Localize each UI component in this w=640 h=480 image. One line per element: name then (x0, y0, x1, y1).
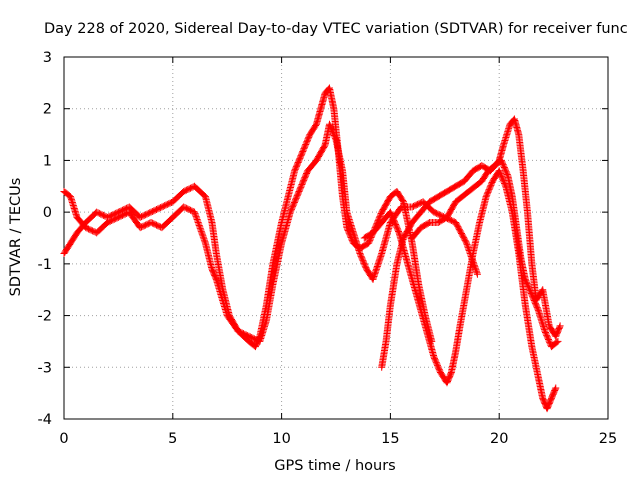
data-points (60, 84, 564, 413)
data-point (463, 239, 471, 247)
data-point (197, 227, 205, 235)
data-point (556, 322, 564, 330)
data-point (199, 232, 207, 240)
y-tick-label: 3 (43, 50, 52, 66)
y-axis-label: SDTVAR / TECUs (8, 178, 24, 297)
data-point (198, 230, 206, 238)
chart-title: Day 228 of 2020, Sidereal Day-to-day VTE… (44, 21, 628, 37)
data-point (503, 171, 511, 179)
series-5 (408, 156, 562, 351)
series-4 (360, 167, 560, 413)
axis-ticks: 0 5 10 15 20 25 -4 -3 -2 -1 0 1 2 3 (38, 50, 618, 447)
data-point (196, 224, 204, 232)
data-point (195, 220, 203, 228)
data-point (191, 210, 199, 218)
plot-frame (63, 56, 609, 420)
x-tick-label: 10 (272, 431, 290, 447)
data-point (473, 270, 481, 278)
grid-lines (64, 57, 608, 419)
data-point (472, 266, 480, 274)
y-tick-label: 1 (43, 153, 52, 169)
data-point (551, 385, 559, 393)
data-point (199, 233, 207, 241)
data-point (200, 235, 208, 243)
x-tick-label: 25 (599, 431, 617, 447)
y-tick-label: 0 (43, 205, 52, 221)
data-point (471, 263, 479, 271)
data-point (553, 338, 561, 346)
data-point (464, 242, 472, 250)
data-point (554, 337, 562, 345)
data-point (192, 211, 200, 219)
data-point (472, 267, 480, 275)
data-point (193, 216, 201, 224)
data-point (534, 305, 542, 313)
x-tick-label: 20 (490, 431, 508, 447)
data-point (471, 264, 479, 272)
y-tick-label: -2 (38, 309, 52, 325)
data-point (462, 238, 470, 246)
y-tick-label: -3 (38, 360, 52, 376)
series-3 (378, 115, 564, 371)
x-tick-label: 5 (168, 431, 177, 447)
data-point (464, 244, 472, 252)
data-point (552, 384, 560, 392)
data-point (197, 226, 205, 234)
data-point (192, 213, 200, 221)
y-tick-label: -1 (38, 257, 52, 273)
data-point (473, 269, 481, 277)
data-point (198, 229, 206, 237)
data-point (196, 223, 204, 231)
data-point (556, 323, 564, 331)
data-point (193, 214, 201, 222)
data-point (195, 221, 203, 229)
data-point (200, 236, 208, 244)
x-axis-label: GPS time / hours (274, 458, 395, 474)
data-point (191, 208, 199, 216)
x-tick-label: 0 (59, 431, 68, 447)
data-point (201, 238, 209, 246)
data-point (395, 227, 403, 235)
data-point (194, 218, 202, 226)
data-point (331, 134, 339, 142)
y-tick-label: 2 (43, 102, 52, 118)
data-point (194, 217, 202, 225)
x-tick-label: 15 (381, 431, 399, 447)
data-point (463, 241, 471, 249)
y-tick-label: -4 (38, 412, 52, 428)
